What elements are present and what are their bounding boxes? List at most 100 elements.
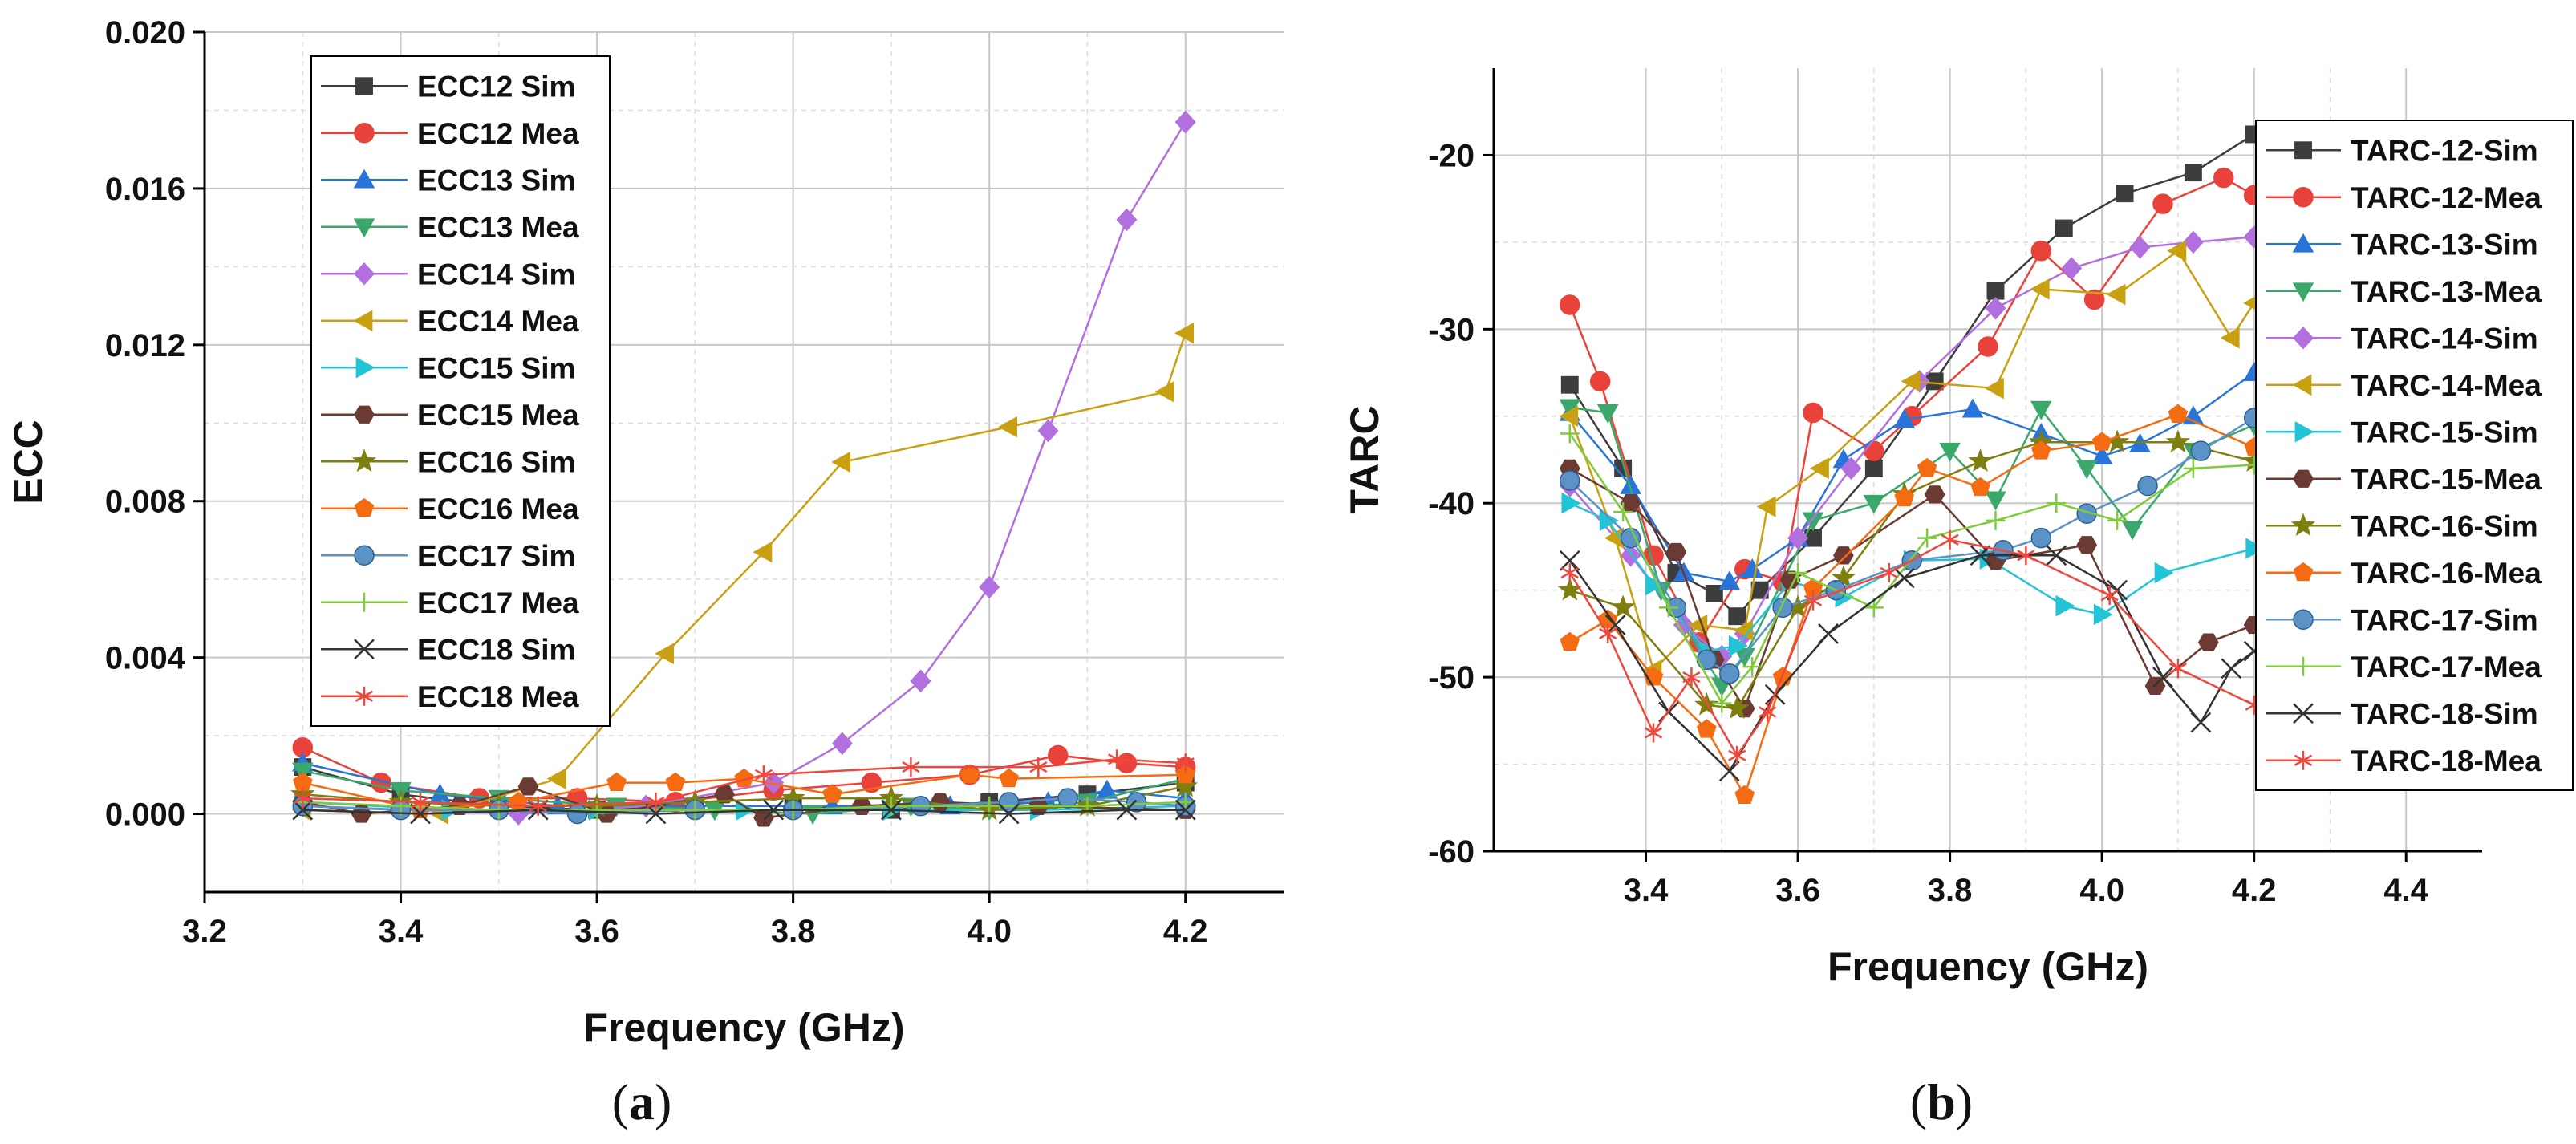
data-point	[1734, 647, 1755, 667]
data-point	[2017, 546, 2035, 566]
data-point	[665, 772, 686, 792]
legend-marker	[353, 310, 373, 332]
legend-item: TARC-14-Sim	[2266, 322, 2538, 355]
series-tarc-14-mea	[1559, 240, 2263, 681]
legend-label: ECC14 Sim	[417, 258, 575, 290]
legend-label: TARC-17-Sim	[2351, 603, 2538, 636]
data-point	[2093, 603, 2113, 626]
legend-marker	[2294, 656, 2313, 676]
data-point	[2190, 712, 2212, 733]
data-point	[1560, 424, 1580, 444]
data-point	[1599, 623, 1617, 643]
y-tick-label: 0.016	[105, 172, 185, 207]
legend-marker	[354, 123, 375, 144]
data-point	[1697, 719, 1717, 738]
legend-label: ECC18 Sim	[417, 633, 575, 666]
x-tick-label: 4.0	[2079, 873, 2124, 908]
data-point	[1968, 448, 1993, 473]
data-point	[1174, 799, 1196, 821]
data-point	[1116, 208, 1138, 232]
legend-marker	[2293, 609, 2314, 630]
data-point	[1734, 619, 1754, 641]
data-point	[2030, 527, 2052, 549]
legend-marker	[2294, 750, 2313, 770]
legend-label: ECC14 Mea	[417, 305, 579, 338]
data-point	[2183, 458, 2203, 478]
legend-item: ECC18 Sim	[321, 633, 575, 666]
data-point	[979, 575, 1000, 599]
panel-b: 3.4 3.6 3.8 4.0 4.2 4.4 -20 -30 -40 -50 -60 Frequen…	[1342, 68, 2574, 989]
data-point	[2168, 404, 2189, 424]
legend-marker	[2293, 562, 2314, 582]
x-tick-label: 3.2	[182, 914, 227, 949]
data-point	[1174, 110, 1196, 134]
data-point	[1984, 377, 2004, 400]
data-point	[1599, 509, 1619, 532]
data-point	[1725, 696, 1750, 720]
data-point	[2061, 257, 2083, 280]
data-point	[2165, 429, 2191, 453]
data-point	[1559, 550, 1580, 571]
data-point	[998, 416, 1017, 438]
data-point	[1560, 294, 1580, 315]
legend-marker	[354, 545, 375, 566]
series-line	[1568, 554, 2255, 773]
data-point	[1803, 402, 1823, 424]
legend-label: TARC-14-Mea	[2351, 369, 2542, 402]
legend-marker	[351, 448, 377, 473]
data-point	[1037, 419, 1059, 443]
x-tick-label: 4.2	[2232, 873, 2277, 908]
x-tick-label: 3.8	[1928, 873, 1973, 908]
legend-item: ECC18 Mea	[321, 680, 579, 713]
data-point	[1941, 529, 1959, 550]
data-point	[1939, 442, 1961, 462]
legend-item: TARC-15-Sim	[2266, 416, 2538, 448]
data-point	[1970, 545, 1991, 566]
data-point	[1077, 796, 1097, 816]
data-point	[1688, 614, 1708, 636]
legend-box	[310, 55, 611, 727]
data-point	[1682, 667, 1701, 688]
data-point	[294, 789, 312, 809]
data-point	[2167, 240, 2187, 262]
data-point	[1809, 457, 1829, 480]
legend-item: ECC13 Mea	[321, 211, 579, 244]
data-point	[411, 792, 430, 812]
data-point	[1756, 496, 1776, 517]
data-point	[1985, 296, 2006, 320]
legend-item: TARC-12-Mea	[2266, 181, 2542, 214]
data-point	[2030, 400, 2052, 420]
data-point	[1787, 526, 1809, 550]
legend-marker	[353, 218, 375, 238]
data-point	[1613, 502, 1633, 522]
data-point	[2129, 236, 2151, 259]
x-axis-title: Frequency (GHz)	[583, 1005, 904, 1050]
legend-item: TARC-18-Mea	[2266, 744, 2542, 777]
legend-marker	[2292, 282, 2314, 302]
legend-label: TARC-18-Mea	[2351, 744, 2542, 777]
legend-item: ECC16 Mea	[321, 493, 579, 525]
data-point	[959, 764, 980, 784]
data-point	[1658, 598, 1678, 618]
data-point	[1759, 702, 1777, 722]
legend-marker	[355, 592, 374, 612]
series-line	[1569, 413, 2255, 797]
data-point	[606, 772, 627, 792]
series-tarc-13-mea	[1559, 399, 2265, 697]
legend-marker	[2292, 374, 2312, 396]
data-point	[1610, 594, 1636, 619]
legend-label: TARC-15-Mea	[2351, 463, 2542, 496]
y-tick-label: 0.004	[105, 641, 186, 676]
y-tick-label: -40	[1428, 486, 1475, 521]
axes: 3.2 3.4 3.6 3.8 4.0 4.2 0.000 0.004 0.008 0.012 0.…	[6, 15, 1284, 1050]
legend-label: ECC12 Sim	[417, 70, 575, 103]
data-point	[1970, 477, 1990, 497]
data-point	[1986, 510, 2006, 530]
legend-label: TARC-15-Sim	[2351, 416, 2538, 448]
series-line	[1569, 441, 2255, 710]
data-point	[1589, 371, 1611, 392]
legend-item: ECC16 Sim	[321, 445, 575, 478]
legend-label: TARC-17-Mea	[2351, 651, 2542, 684]
data-point	[2076, 536, 2098, 554]
